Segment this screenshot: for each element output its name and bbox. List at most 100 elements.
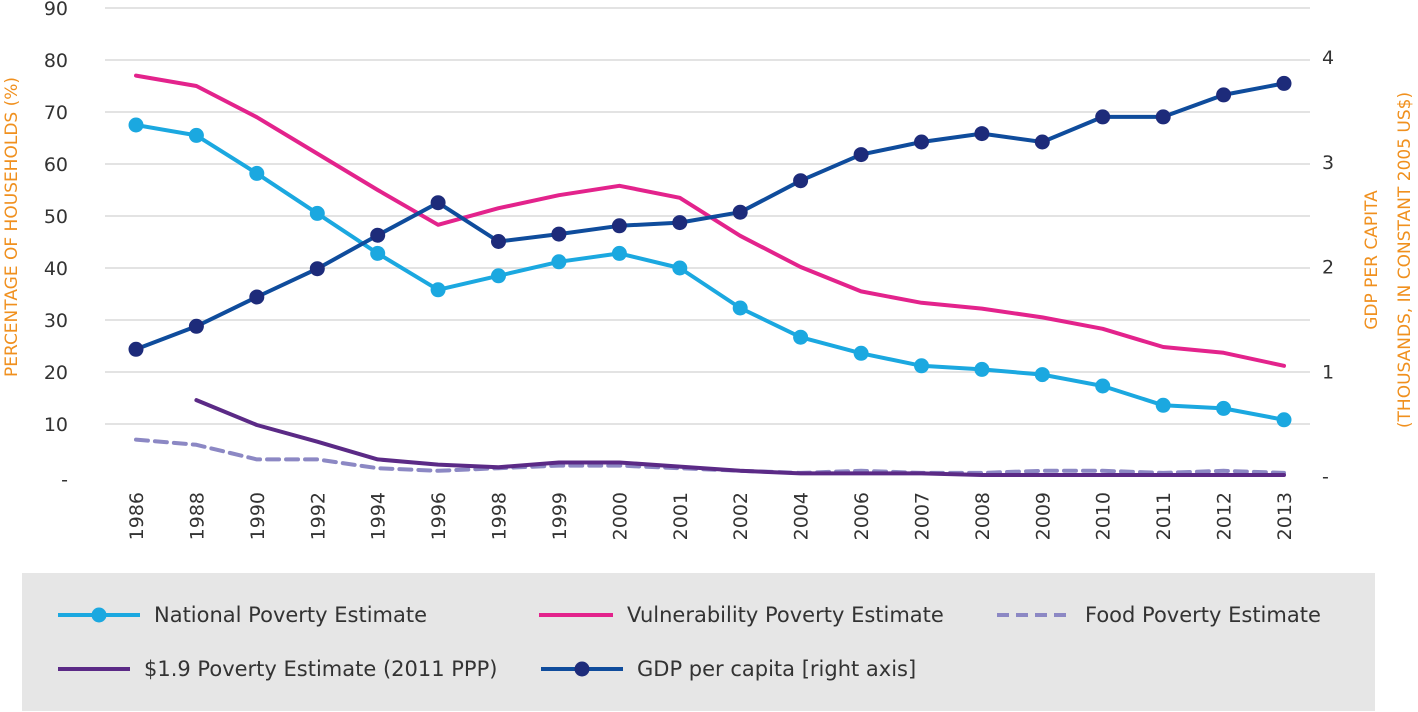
x-tick-label: 2004 bbox=[791, 492, 813, 540]
series-point bbox=[491, 268, 506, 284]
x-tick-label: 1998 bbox=[489, 492, 511, 540]
legend-label-vulnerability: Vulnerability Poverty Estimate bbox=[627, 603, 944, 627]
series-point bbox=[1155, 109, 1171, 125]
right-axis-ticks: - 1 2 3 4 bbox=[1322, 47, 1334, 488]
x-tick-label: 2001 bbox=[670, 492, 692, 540]
series-point bbox=[370, 245, 386, 261]
left-axis-ticks: - 10 20 30 40 50 60 70 80 90 bbox=[44, 0, 68, 491]
x-tick-label: 2009 bbox=[1032, 492, 1054, 540]
y-right-tick-label: 3 bbox=[1322, 152, 1334, 174]
legend-swatch-food bbox=[997, 613, 1071, 617]
y-tick-label: 60 bbox=[44, 154, 68, 176]
series-point bbox=[1095, 378, 1111, 394]
series-line bbox=[134, 81, 1286, 352]
series-point bbox=[370, 227, 386, 243]
series-point bbox=[1276, 412, 1292, 428]
x-tick-label: 2002 bbox=[730, 492, 752, 540]
series-point bbox=[551, 226, 567, 242]
legend-swatch-national bbox=[58, 607, 140, 623]
x-tick-label: 1986 bbox=[126, 492, 148, 540]
x-tick-label: 2010 bbox=[1093, 492, 1115, 540]
legend-swatch-vulnerability bbox=[539, 613, 613, 617]
right-axis-title-line1: GDP PER CAPITA bbox=[1362, 190, 1382, 330]
series-point bbox=[491, 234, 506, 249]
x-tick-label: 1988 bbox=[186, 492, 208, 540]
series-point bbox=[611, 218, 627, 234]
y-tick-label: 80 bbox=[44, 50, 68, 72]
series-line bbox=[134, 123, 1286, 422]
right-axis-title-line2: (THOUSANDS, IN CONSTANT 2005 US$) bbox=[1395, 92, 1415, 428]
y-tick-label: 40 bbox=[44, 258, 68, 280]
x-tick-label: 1990 bbox=[247, 492, 269, 540]
series-point bbox=[188, 127, 204, 143]
chart: - 10 20 30 40 50 60 70 80 90 - 1 2 3 4 1986 1988 1990 19… bbox=[2, 0, 1415, 540]
x-tick-label: 2007 bbox=[911, 492, 933, 540]
x-tick-label: 1996 bbox=[428, 492, 450, 540]
series-point bbox=[1034, 134, 1050, 150]
series-point bbox=[793, 173, 809, 189]
series-layer bbox=[128, 73, 1292, 477]
x-tick-label: 2011 bbox=[1153, 492, 1175, 540]
y-tick-label: 50 bbox=[44, 206, 68, 228]
series-line bbox=[194, 398, 1286, 477]
legend-item-national: National Poverty Estimate bbox=[58, 595, 427, 635]
series-point bbox=[914, 134, 929, 150]
legend-label-gdp: GDP per capita [right axis] bbox=[637, 657, 917, 681]
series-point bbox=[249, 289, 265, 305]
series-point bbox=[672, 260, 688, 276]
series-point bbox=[914, 358, 929, 374]
x-tick-label: 2008 bbox=[972, 492, 994, 540]
x-tick-label: 2000 bbox=[609, 492, 631, 540]
x-axis-ticks: 1986 1988 1990 1992 1994 1996 1998 1999 2000 2001… bbox=[126, 492, 1296, 540]
x-tick-label: 1992 bbox=[307, 492, 329, 540]
y-tick-label: - bbox=[61, 469, 68, 491]
legend-item-gdp: GDP per capita [right axis] bbox=[541, 649, 916, 689]
legend-label-national: National Poverty Estimate bbox=[154, 603, 428, 627]
series-point bbox=[128, 117, 144, 133]
legend-item-vulnerability: Vulnerability Poverty Estimate bbox=[539, 595, 944, 635]
legend-label-food: Food Poverty Estimate bbox=[1085, 603, 1321, 627]
legend-swatch-1-9 bbox=[58, 667, 130, 671]
series-point bbox=[853, 147, 869, 163]
series-point bbox=[793, 329, 809, 345]
series-point bbox=[128, 341, 144, 357]
y-tick-label: 90 bbox=[44, 0, 68, 20]
y-tick-label: 20 bbox=[44, 362, 68, 384]
y-right-tick-label: 1 bbox=[1322, 361, 1334, 383]
series-point bbox=[309, 205, 325, 221]
left-axis-title: PERCENTAGE OF HOUSEHOLDS (%) bbox=[2, 77, 22, 377]
y-right-tick-label: 2 bbox=[1322, 257, 1334, 279]
legend-label-1-9: $1.9 Poverty Estimate (2011 PPP) bbox=[144, 657, 498, 681]
series-point bbox=[1155, 397, 1171, 413]
series-point bbox=[551, 254, 567, 270]
series-point bbox=[732, 300, 748, 316]
series-point bbox=[249, 165, 265, 181]
series-point bbox=[672, 215, 688, 231]
series-point bbox=[1276, 75, 1292, 91]
series-point bbox=[1034, 367, 1050, 383]
x-tick-label: 1994 bbox=[368, 492, 390, 540]
series-point bbox=[974, 361, 990, 377]
y-tick-label: 10 bbox=[44, 414, 68, 436]
series-point bbox=[853, 345, 869, 361]
series-point bbox=[309, 261, 325, 277]
legend-swatch-gdp bbox=[541, 661, 623, 677]
x-tick-label: 2006 bbox=[851, 492, 873, 540]
series-point bbox=[1095, 109, 1111, 125]
x-tick-label: 2012 bbox=[1214, 492, 1236, 540]
series-line bbox=[134, 73, 1286, 368]
y-right-tick-label: - bbox=[1322, 466, 1329, 488]
series-point bbox=[974, 126, 990, 142]
series-point bbox=[732, 204, 748, 220]
y-tick-label: 70 bbox=[44, 102, 68, 124]
y-tick-label: 30 bbox=[44, 310, 68, 332]
series-point bbox=[430, 282, 446, 298]
legend-item-food: Food Poverty Estimate bbox=[997, 595, 1321, 635]
series-point bbox=[611, 245, 627, 261]
y-right-tick-label: 4 bbox=[1322, 47, 1334, 69]
series-point bbox=[1216, 400, 1232, 416]
series-point bbox=[1216, 87, 1232, 103]
x-tick-label: 2013 bbox=[1274, 492, 1296, 540]
series-point bbox=[430, 195, 446, 211]
series-point bbox=[188, 318, 204, 334]
